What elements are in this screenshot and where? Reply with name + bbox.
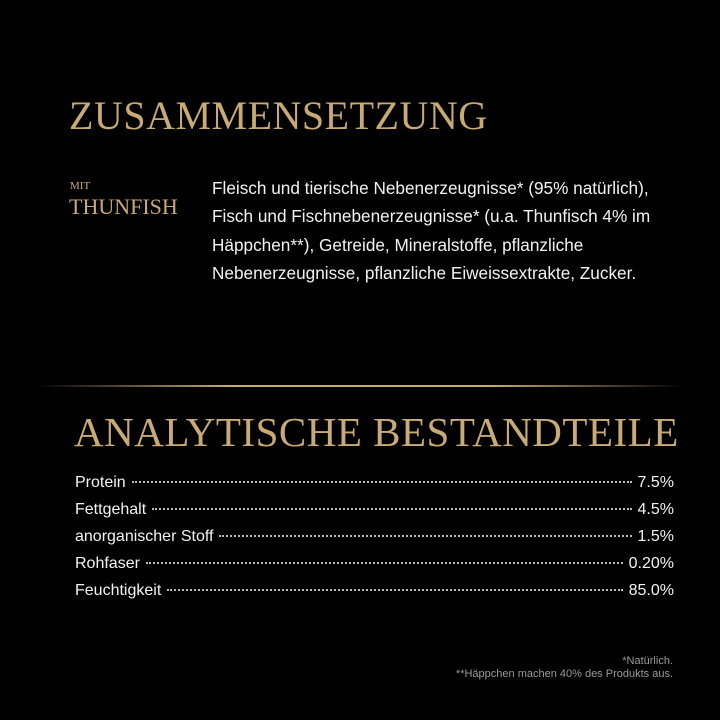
- row-label: anorganischer Stoff: [75, 528, 214, 545]
- analysis-title: ANALYTISCHE BESTANDTEILE: [74, 409, 679, 455]
- dot-leader: [131, 481, 632, 483]
- footnotes: *Natürlich. **Häppchen machen 40% des Pr…: [456, 655, 673, 681]
- row-label: Feuchtigkeit: [75, 582, 162, 599]
- analysis-row: Protein 7.5%: [75, 474, 674, 501]
- footnote: *Natürlich.: [622, 655, 673, 667]
- row-value: 0.20%: [628, 555, 674, 572]
- analysis-table: Protein 7.5% Fettgehalt 4.5% anorganischer…: [75, 474, 674, 609]
- analysis-row: anorganischer Stoff 1.5%: [75, 528, 674, 555]
- composition-title: ZUSAMMENSETZUNG: [69, 93, 488, 138]
- analysis-row: Fettgehalt 4.5%: [75, 501, 674, 528]
- dot-leader: [152, 508, 632, 510]
- variant-prefix: MIT: [70, 180, 91, 192]
- dot-leader: [219, 535, 632, 537]
- row-value: 4.5%: [637, 501, 674, 518]
- variant-name: THUNFISH: [69, 194, 178, 219]
- footnote: **Häppchen machen 40% des Produkts aus.: [455, 668, 673, 680]
- row-label: Fettgehalt: [75, 501, 147, 518]
- composition-text: Fleisch und tierische Nebenerzeugnisse* …: [212, 178, 651, 284]
- divider: [35, 385, 685, 387]
- dot-leader: [167, 589, 623, 591]
- row-label: Rohfaser: [75, 555, 140, 572]
- row-label: Protein: [75, 474, 126, 491]
- row-value: 1.5%: [637, 528, 674, 545]
- row-value: 85.0%: [628, 582, 674, 599]
- dot-leader: [145, 562, 623, 564]
- analysis-row: Rohfaser 0.20%: [75, 555, 674, 582]
- row-value: 7.5%: [637, 474, 674, 491]
- analysis-row: Feuchtigkeit 85.0%: [75, 582, 674, 609]
